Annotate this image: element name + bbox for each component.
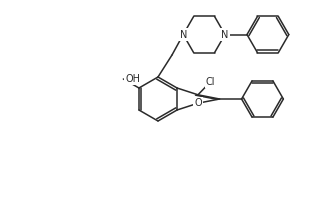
Text: OH: OH xyxy=(125,74,140,84)
Text: N: N xyxy=(180,30,187,40)
Text: N: N xyxy=(221,30,229,40)
Text: Cl: Cl xyxy=(206,77,215,87)
Text: O: O xyxy=(194,98,202,108)
